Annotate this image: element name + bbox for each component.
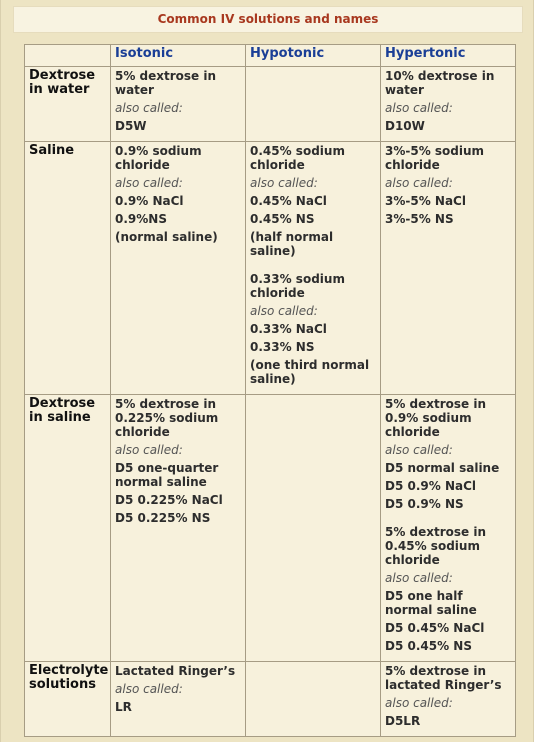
alias-name: 3%-5% NS [385, 212, 454, 226]
alias-name: 0.45% NS [250, 212, 315, 226]
cell-hypotonic [245, 66, 381, 142]
alias-name: 0.9%NS [115, 212, 167, 226]
alias-name: D5 0.45% NaCl [385, 621, 485, 635]
solution-name: 5% dextrose in water [115, 69, 217, 97]
alias-name: 3%-5% NaCl [385, 194, 466, 208]
alias-name: D5 0.45% NS [385, 639, 472, 653]
alias-name: 0.9% NaCl [115, 194, 184, 208]
row-label: Electrolyte solutions [24, 661, 111, 737]
cell-hypotonic: 0.45% sodium chloride also called: 0.45% N… [245, 141, 381, 395]
header-isotonic: Isotonic [110, 44, 246, 67]
alias-name: 0.33% NS [250, 340, 315, 354]
alias-name: D5 0.9% NS [385, 497, 464, 511]
alias-name: D10W [385, 119, 425, 133]
alias-name: D5LR [385, 714, 421, 728]
alias-name: (half normal saline) [250, 230, 334, 258]
also-called-label: also called: [385, 696, 453, 710]
also-called-label: also called: [250, 176, 318, 190]
alias-name: D5 normal saline [385, 461, 500, 475]
alias-name: D5W [115, 119, 147, 133]
header-hypotonic: Hypotonic [245, 44, 381, 67]
solution-name: 5% dextrose in 0.9% sodium chloride [385, 397, 487, 439]
header-empty [24, 44, 111, 67]
alias-name: D5 0.225% NaCl [115, 493, 223, 507]
alias-name: D5 0.225% NS [115, 511, 211, 525]
cell-hypertonic: 5% dextrose in lactated Ringer’s also cal… [380, 661, 516, 737]
block-spacer [250, 262, 376, 272]
table-row: Dextrose in water 5% dextrose in water als… [24, 66, 516, 142]
alias-name: LR [115, 700, 132, 714]
cell-hypertonic: 5% dextrose in 0.9% sodium chloride also … [380, 394, 516, 662]
solution-name: 0.45% sodium chloride [250, 144, 345, 172]
solution-name: 0.9% sodium chloride [115, 144, 202, 172]
iv-solutions-table: Isotonic Hypotonic Hypertonic Dextrose i… [24, 44, 516, 737]
solution-name: 5% dextrose in lactated Ringer’s [385, 664, 502, 692]
solution-name: 0.33% sodium chloride [250, 272, 345, 300]
solution-name: 5% dextrose in 0.225% sodium chloride [115, 397, 219, 439]
header-row: Isotonic Hypotonic Hypertonic [24, 44, 516, 67]
cell-hypotonic [245, 661, 381, 737]
solution-name: 3%-5% sodium chloride [385, 144, 485, 172]
cell-hypertonic: 10% dextrose in water also called: D10W [380, 66, 516, 142]
cell-hypertonic: 3%-5% sodium chloride also called: 3%-5% N… [380, 141, 516, 395]
table-title: Common IV solutions and names [13, 6, 523, 33]
also-called-label: also called: [115, 101, 183, 115]
also-called-label: also called: [115, 443, 183, 457]
alias-name: D5 one-quarter normal saline [115, 461, 219, 489]
row-label: Dextrose in water [24, 66, 111, 142]
alias-name: D5 one half normal saline [385, 589, 477, 617]
cell-isotonic: Lactated Ringer’s also called: LR [110, 661, 246, 737]
alias-name: 0.33% NaCl [250, 322, 327, 336]
cell-isotonic: 0.9% sodium chloride also called: 0.9% NaC… [110, 141, 246, 395]
cell-isotonic: 5% dextrose in 0.225% sodium chloride als… [110, 394, 246, 662]
table-row: Saline 0.9% sodium chloride also called: 0.… [24, 141, 516, 395]
cell-isotonic: 5% dextrose in water also called: D5W [110, 66, 246, 142]
also-called-label: also called: [115, 682, 183, 696]
table-row: Dextrose in saline 5% dextrose in 0.225% … [24, 394, 516, 662]
alias-name: 0.45% NaCl [250, 194, 327, 208]
solution-name: 5% dextrose in 0.45% sodium chloride [385, 525, 487, 567]
row-label: Saline [24, 141, 111, 395]
alias-name: (normal saline) [115, 230, 218, 244]
also-called-label: also called: [385, 571, 453, 585]
also-called-label: also called: [385, 443, 453, 457]
header-hypertonic: Hypertonic [380, 44, 516, 67]
alias-name: (one third normal saline) [250, 358, 370, 386]
also-called-label: also called: [115, 176, 183, 190]
also-called-label: also called: [250, 304, 318, 318]
solution-name: Lactated Ringer’s [115, 664, 236, 678]
solution-name: 10% dextrose in water [385, 69, 495, 97]
block-spacer [385, 515, 511, 525]
cell-hypotonic [245, 394, 381, 662]
also-called-label: also called: [385, 101, 453, 115]
alias-name: D5 0.9% NaCl [385, 479, 477, 493]
row-label: Dextrose in saline [24, 394, 111, 662]
table-row: Electrolyte solutions Lactated Ringer’s al… [24, 661, 516, 737]
also-called-label: also called: [385, 176, 453, 190]
